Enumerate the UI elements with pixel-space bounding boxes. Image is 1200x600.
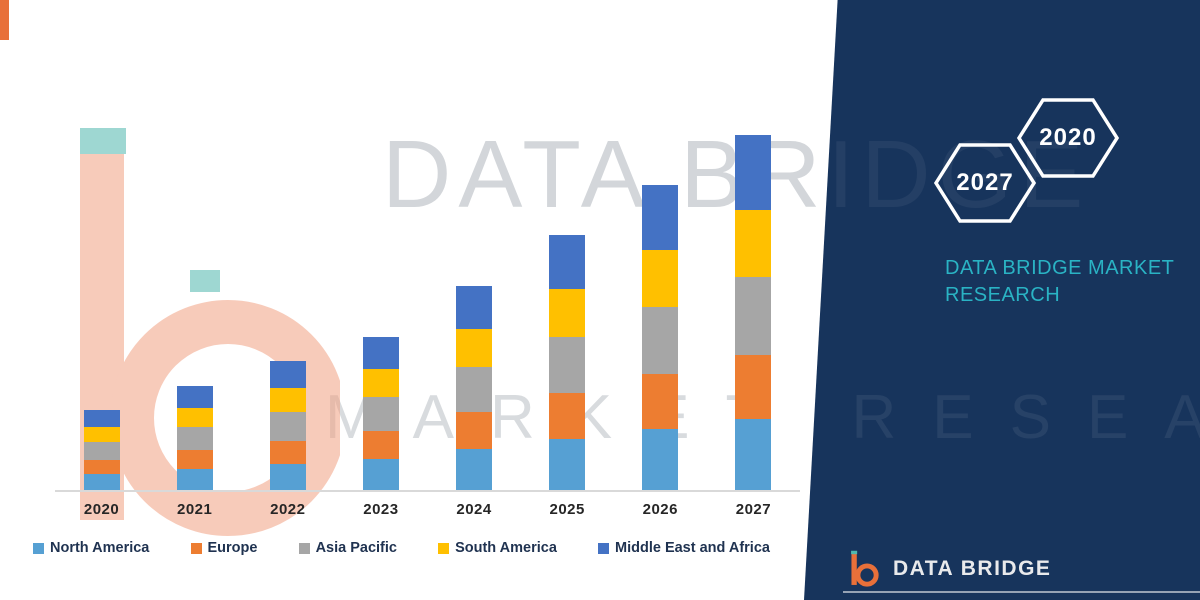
bar-segment-north-america (549, 439, 586, 490)
company-tagline: DATA BRIDGE MARKET RESEARCH (945, 257, 1175, 306)
legend-item-south-america: South America (438, 540, 557, 556)
stacked-bar-2020 (83, 410, 120, 490)
bar-segment-south-america (735, 210, 772, 277)
legend-swatch-icon (598, 542, 609, 554)
bar-segment-north-america (83, 474, 120, 490)
hexagon-outline-icon (933, 143, 1037, 223)
bar-segment-middle-east-and-africa (549, 235, 586, 289)
bar-segment-south-america (269, 388, 306, 412)
x-axis-label-2024: 2024 (456, 501, 492, 518)
stacked-bar-2024 (456, 286, 493, 490)
bar-segment-europe (269, 441, 306, 464)
corner-accent-bar (0, 0, 9, 40)
bar-segment-europe (735, 355, 772, 419)
x-axis-label-2020: 2020 (83, 501, 120, 518)
bar-segment-south-america (549, 289, 586, 337)
legend-item-asia-pacific: Asia Pacific (298, 540, 397, 556)
legend-label: South America (455, 540, 557, 556)
legend-swatch-icon (298, 542, 310, 554)
bar-segment-south-america (642, 250, 679, 307)
bar-segment-south-america (362, 369, 399, 397)
stacked-bar-2022 (269, 361, 306, 490)
bar-segment-north-america (642, 429, 679, 490)
legend-item-europe: Europe (190, 540, 258, 556)
hexagon-badge-2020: 2020 (1016, 97, 1120, 179)
bar-segment-asia-pacific (176, 427, 213, 450)
legend-swatch-icon (190, 542, 202, 554)
legend-swatch-icon (438, 542, 450, 554)
x-axis-label-2021: 2021 (177, 501, 213, 518)
bar-segment-middle-east-and-africa (642, 185, 679, 250)
bar-segment-europe (549, 393, 586, 439)
legend-item-middle-east-and-africa: Middle East and Africa (598, 540, 770, 556)
bar-segment-asia-pacific (735, 277, 772, 355)
bar-segment-middle-east-and-africa (176, 386, 213, 408)
bar-slot-2027 (707, 95, 800, 490)
bar-slot-2022 (241, 95, 334, 490)
bar-segment-asia-pacific (83, 442, 120, 460)
x-axis-label-2026: 2026 (642, 501, 678, 518)
bar-slot-2023 (334, 95, 427, 490)
bar-segment-europe (83, 460, 120, 474)
bar-segment-north-america (735, 419, 772, 490)
stacked-bar-2025 (549, 235, 586, 490)
bar-segment-middle-east-and-africa (362, 337, 399, 369)
bar-segment-south-america (456, 329, 493, 367)
bar-segment-north-america (456, 449, 493, 490)
bar-segment-asia-pacific (269, 412, 306, 441)
stacked-bar-2026 (642, 185, 679, 490)
legend-label: Middle East and Africa (615, 540, 770, 556)
legend-label: Europe (207, 540, 258, 556)
stacked-bar-2023 (362, 337, 399, 490)
bar-slot-2020 (55, 95, 148, 490)
bar-slot-2021 (148, 95, 241, 490)
hexagon-outline-icon (1016, 98, 1120, 178)
bar-segment-middle-east-and-africa (735, 135, 772, 210)
bar-slot-2026 (614, 95, 707, 490)
x-axis-label-2025: 2025 (549, 501, 585, 518)
bar-segment-europe (362, 431, 399, 459)
legend-label: Asia Pacific (315, 540, 397, 556)
bar-segment-asia-pacific (549, 337, 586, 393)
bar-segment-north-america (269, 464, 306, 490)
bar-segment-europe (642, 374, 679, 429)
footer-brand-name: DATA BRIDGE (893, 557, 1052, 580)
bar-segment-asia-pacific (362, 397, 399, 431)
legend-swatch-icon (33, 542, 44, 554)
hexagon-year-label: 2027 (956, 169, 1014, 196)
bar-segment-south-america (176, 408, 213, 427)
footer-brand: DATA BRIDGE (845, 550, 1051, 588)
hexagon-year-label: 2020 (1039, 124, 1097, 151)
bar-segment-middle-east-and-africa (456, 286, 493, 329)
x-axis-label-2022: 2022 (270, 501, 306, 518)
bar-segment-europe (456, 412, 493, 449)
bar-segment-asia-pacific (456, 367, 493, 412)
bar-segment-south-america (83, 427, 120, 442)
data-bridge-logo-icon (851, 550, 879, 587)
bar-segment-north-america (176, 469, 213, 490)
bar-slot-2024 (428, 95, 521, 490)
bar-segment-europe (176, 450, 213, 469)
x-axis-label-2027: 2027 (735, 501, 772, 518)
stacked-bar-chart (55, 95, 800, 492)
footer-divider-line (843, 591, 1200, 593)
stacked-bar-2027 (735, 135, 772, 490)
chart-legend: North America Europe Asia Pacific South Ame… (33, 540, 770, 556)
stacked-bar-2021 (176, 386, 213, 490)
bar-segment-north-america (362, 459, 399, 490)
x-axis-labels: 2020 2021 2022 2023 2024 2025 2026 2027 (55, 501, 800, 518)
bar-segment-middle-east-and-africa (269, 361, 306, 388)
legend-label: North America (50, 540, 150, 556)
bar-slot-2025 (521, 95, 614, 490)
hexagon-badge-2027: 2027 (933, 142, 1037, 224)
x-axis-label-2023: 2023 (363, 501, 399, 518)
bar-segment-asia-pacific (642, 307, 679, 374)
bar-segment-middle-east-and-africa (83, 410, 120, 427)
legend-item-north-america: North America (33, 540, 149, 556)
